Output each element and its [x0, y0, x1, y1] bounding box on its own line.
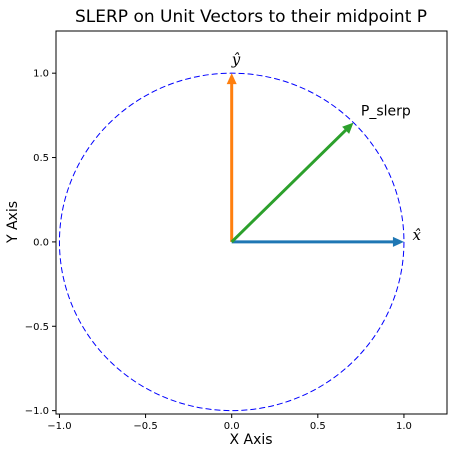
- y-tick-label: −1.0: [25, 406, 49, 417]
- y-tick-label: 1.0: [33, 69, 49, 80]
- y-tick-label: 0.0: [33, 237, 49, 248]
- annotation-label: ŷ: [231, 51, 241, 69]
- vectors-layer: [226, 73, 404, 247]
- vector-arrowhead: [392, 236, 404, 247]
- annotation-label: x̂: [413, 226, 422, 244]
- x-axis-label: X Axis: [229, 432, 272, 448]
- vector-arrowhead: [342, 122, 354, 134]
- vector-y-hat: [226, 73, 237, 242]
- annotations-layer: x̂ ŷ P_slerp: [231, 51, 422, 244]
- chart-title: SLERP on Unit Vectors to their midpoint …: [75, 7, 427, 27]
- vector-x-hat: [231, 236, 404, 247]
- plot-frame: [55, 30, 448, 415]
- annotation-label: P_slerp: [361, 103, 411, 119]
- x-tick-label: −1.0: [47, 421, 71, 432]
- vector-p-slerp: [230, 122, 354, 243]
- vector-arrowhead: [226, 73, 237, 85]
- ticks-layer: −1.0 −0.5 0.0 0.5 1.0 −1.0 −0.5 0.0 0.5 1.0: [25, 69, 412, 432]
- x-tick-label: −0.5: [133, 421, 157, 432]
- vector-shaft: [230, 128, 348, 243]
- y-axis-label: Y Axis: [5, 201, 21, 244]
- y-tick-label: −0.5: [25, 322, 49, 333]
- x-tick-label: 1.0: [396, 421, 412, 432]
- x-tick-label: 0.0: [224, 421, 240, 432]
- y-tick-label: 0.5: [33, 153, 49, 164]
- x-tick-label: 0.5: [310, 421, 326, 432]
